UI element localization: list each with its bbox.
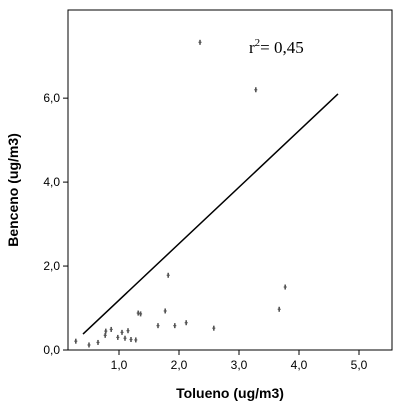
data-point: [103, 332, 107, 338]
y-tick-label: 0,0: [43, 343, 60, 357]
regression-line: [82, 93, 339, 335]
r-squared-value: = 0,45: [260, 38, 304, 57]
data-point: [254, 87, 258, 93]
x-tick-label: 1,0: [111, 358, 128, 372]
x-tick-label: 3,0: [231, 358, 248, 372]
data-point: [129, 337, 133, 343]
data-point: [163, 308, 167, 314]
r-squared-superscript: 2: [255, 37, 261, 49]
data-point: [212, 325, 216, 331]
data-point: [104, 328, 108, 334]
y-tick-label: 2,0: [43, 259, 60, 273]
data-point: [283, 284, 287, 290]
data-point: [123, 335, 127, 341]
data-point: [277, 306, 281, 312]
data-point: [156, 323, 160, 329]
y-tick-label: 4,0: [43, 175, 60, 189]
y-axis-ticks: 0,0 2,0 4,0 6,0: [43, 91, 68, 357]
data-point: [116, 334, 120, 340]
data-point: [173, 323, 177, 329]
data-points: [74, 39, 287, 348]
data-point: [74, 338, 78, 344]
x-tick-label: 5,0: [351, 358, 368, 372]
data-point: [87, 342, 91, 348]
x-axis-ticks: 1,0 2,0 3,0 4,0 5,0: [111, 350, 368, 372]
data-point: [166, 272, 170, 278]
data-point: [139, 311, 143, 317]
data-point: [109, 326, 113, 332]
x-tick-label: 2,0: [171, 358, 188, 372]
data-point: [120, 329, 124, 335]
data-point: [96, 339, 100, 345]
x-axis-title: Tolueno (ug/m3): [176, 385, 284, 401]
y-tick-label: 6,0: [43, 91, 60, 105]
r-squared-annotation: r2= 0,45: [249, 37, 304, 57]
data-point: [134, 337, 138, 343]
x-tick-label: 4,0: [291, 358, 308, 372]
data-point: [184, 320, 188, 326]
data-point: [198, 39, 202, 45]
data-point: [136, 310, 140, 316]
plot-frame: [67, 9, 393, 351]
data-point: [126, 328, 130, 334]
y-axis-title: Benceno (ug/m3): [5, 133, 21, 247]
r-squared-base: r: [249, 38, 255, 57]
